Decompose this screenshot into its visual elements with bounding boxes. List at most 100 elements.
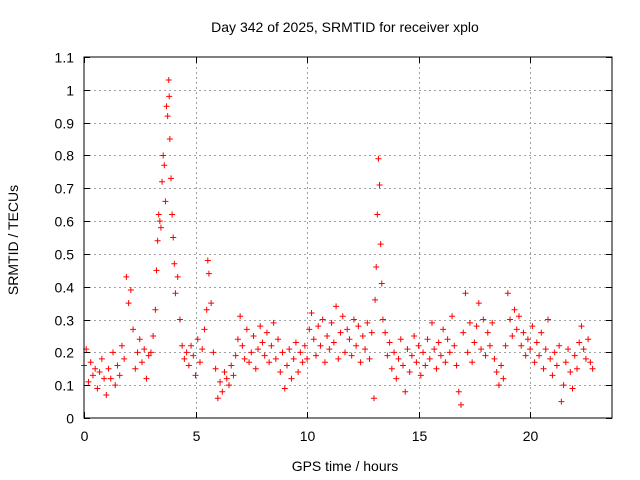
data-point (373, 264, 380, 271)
data-point (243, 326, 250, 333)
x-tick-labels: 0 5 10 15 20 (81, 428, 539, 444)
data-point (87, 359, 94, 366)
data-point (426, 355, 433, 362)
data-point (143, 375, 150, 382)
y-tick-label: 0 (66, 411, 74, 427)
data-point (462, 290, 469, 297)
data-point (162, 198, 169, 205)
data-point (306, 326, 313, 333)
data-point (292, 339, 299, 346)
data-point (208, 300, 215, 307)
data-point (500, 375, 507, 382)
data-point (225, 382, 232, 389)
data-point (230, 372, 237, 379)
data-point (558, 398, 565, 405)
data-point (444, 336, 451, 343)
data-point (576, 339, 583, 346)
data-point (422, 362, 429, 369)
data-point (417, 372, 424, 379)
data-point (121, 355, 128, 362)
data-point (493, 369, 500, 376)
x-tick-label: 10 (300, 428, 316, 444)
data-point (533, 339, 540, 346)
data-point (241, 355, 248, 362)
data-point (219, 388, 226, 395)
data-point (569, 385, 576, 392)
data-point (346, 336, 353, 343)
data-point (308, 309, 315, 316)
data-point (502, 342, 509, 349)
data-point (250, 332, 257, 339)
data-point (359, 332, 366, 339)
data-point (234, 336, 241, 343)
data-point (402, 388, 409, 395)
data-point (547, 355, 554, 362)
data-point (355, 323, 362, 330)
data-point (455, 388, 462, 395)
data-point (399, 362, 406, 369)
data-point (507, 316, 514, 323)
data-point (513, 326, 520, 333)
data-point (190, 352, 197, 359)
data-point (157, 224, 164, 231)
data-point (333, 303, 340, 310)
data-point (384, 352, 391, 359)
data-point (565, 346, 572, 353)
data-point (156, 218, 163, 225)
data-point (341, 349, 348, 356)
data-point (174, 273, 181, 280)
data-point (464, 349, 471, 356)
data-point (504, 290, 511, 297)
data-point (185, 362, 192, 369)
data-point (509, 332, 516, 339)
y-axis-label: SRMTID / TECUs (5, 185, 21, 295)
data-point (277, 369, 284, 376)
data-point (511, 306, 518, 313)
data-point (192, 372, 199, 379)
data-point (520, 329, 527, 336)
data-point (297, 349, 304, 356)
data-point (560, 382, 567, 389)
data-point (181, 355, 188, 362)
y-tick-label: 0.7 (55, 181, 75, 197)
data-point (556, 342, 563, 349)
data-point (132, 365, 139, 372)
data-point (449, 313, 456, 320)
data-point (544, 316, 551, 323)
data-point (408, 352, 415, 359)
data-point (376, 181, 383, 188)
data-point (420, 349, 427, 356)
data-point (281, 385, 288, 392)
data-point (469, 359, 476, 366)
data-point (527, 346, 534, 353)
data-point (542, 346, 549, 353)
data-point (486, 342, 493, 349)
data-point (330, 339, 337, 346)
data-point (223, 375, 230, 382)
data-point (270, 319, 277, 326)
data-point (433, 365, 440, 372)
data-point (205, 270, 212, 277)
data-point (210, 349, 217, 356)
data-point (163, 103, 170, 110)
x-tick-label: 20 (523, 428, 539, 444)
data-point (337, 329, 344, 336)
data-point (335, 355, 342, 362)
data-point (587, 359, 594, 366)
data-point (413, 359, 420, 366)
data-points (81, 76, 596, 408)
data-point (589, 365, 596, 372)
data-point (478, 346, 485, 353)
data-point (272, 355, 279, 362)
data-point (480, 316, 487, 323)
data-point (159, 178, 166, 185)
data-point (283, 362, 290, 369)
data-point (171, 260, 178, 267)
data-point (165, 76, 172, 83)
data-point (451, 342, 458, 349)
data-point (167, 175, 174, 182)
y-tick-label: 0.4 (55, 280, 75, 296)
data-point (160, 152, 167, 159)
data-point (395, 355, 402, 362)
